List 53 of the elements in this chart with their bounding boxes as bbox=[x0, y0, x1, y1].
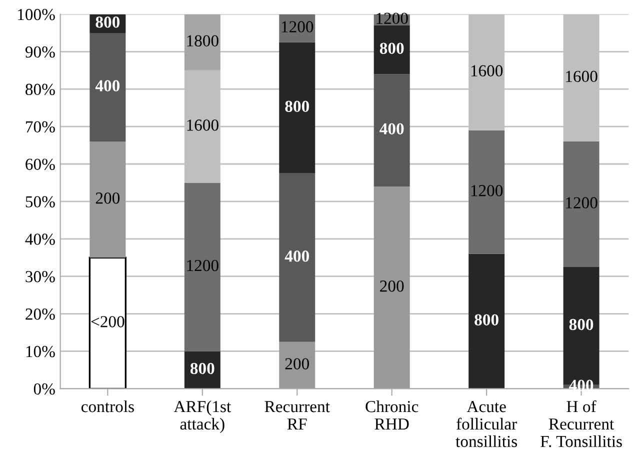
bar bbox=[88, 256, 127, 389]
bar bbox=[468, 130, 505, 254]
x-tick-label: ARF(1st attack) bbox=[174, 400, 232, 434]
series-label: 1200 bbox=[376, 12, 408, 24]
text: 400 bbox=[380, 123, 404, 134]
x-tick-label: Recurrent RF bbox=[264, 401, 330, 430]
y-tick-label: 50% bbox=[26, 196, 55, 208]
text: 800 bbox=[569, 318, 594, 330]
text: 200 bbox=[380, 280, 404, 292]
bar bbox=[563, 142, 600, 267]
series-label: <200 bbox=[91, 316, 124, 328]
series-label: 800 bbox=[96, 16, 120, 28]
bar bbox=[374, 25, 410, 74]
text: 1200 bbox=[566, 197, 598, 208]
x-tick-label: controls bbox=[81, 400, 134, 412]
y-tick-label: 60% bbox=[26, 158, 55, 170]
text: 800 bbox=[190, 362, 214, 374]
text: 800 bbox=[474, 314, 498, 326]
bar bbox=[374, 74, 410, 186]
series-label: 1600 bbox=[566, 70, 598, 82]
y-tick-label: 30% bbox=[26, 271, 55, 282]
text: 400 bbox=[284, 250, 309, 262]
x-tick-label: H of Recurrent F. Tonsillitis bbox=[540, 400, 622, 448]
bar bbox=[279, 173, 316, 342]
y-tick-label: 20% bbox=[26, 308, 55, 320]
bar bbox=[279, 42, 316, 174]
text: 1200 bbox=[282, 21, 314, 32]
y-tick-label: 0% bbox=[34, 383, 55, 395]
y-tick-label: 70% bbox=[26, 121, 55, 133]
text: 1600 bbox=[187, 119, 218, 131]
y-tick-label: 40% bbox=[25, 234, 55, 245]
series-label: 200 bbox=[96, 192, 120, 204]
text: 1200 bbox=[471, 185, 503, 196]
bar bbox=[184, 182, 220, 352]
series-label: 1800 bbox=[187, 35, 218, 46]
y-tick-label: 90% bbox=[25, 46, 55, 58]
text: 800 bbox=[380, 42, 404, 54]
y-tick-label: 80% bbox=[26, 84, 55, 96]
x-tick-label: Chronic RHD bbox=[366, 400, 418, 430]
y-tick-label: 10% bbox=[26, 346, 55, 358]
text: 400 bbox=[95, 80, 120, 92]
bar bbox=[184, 14, 220, 70]
text: 1600 bbox=[471, 65, 503, 76]
bar bbox=[279, 342, 316, 389]
y-tick-label: 100% bbox=[18, 8, 55, 20]
text: 200 bbox=[285, 358, 309, 370]
x-tick-label: Acute follicular tonsillitis bbox=[456, 401, 517, 448]
bar bbox=[374, 186, 410, 389]
bar bbox=[90, 142, 126, 258]
bar bbox=[90, 32, 126, 142]
text: 1200 bbox=[187, 260, 218, 272]
text: 800 bbox=[285, 100, 309, 112]
bar bbox=[468, 254, 505, 389]
